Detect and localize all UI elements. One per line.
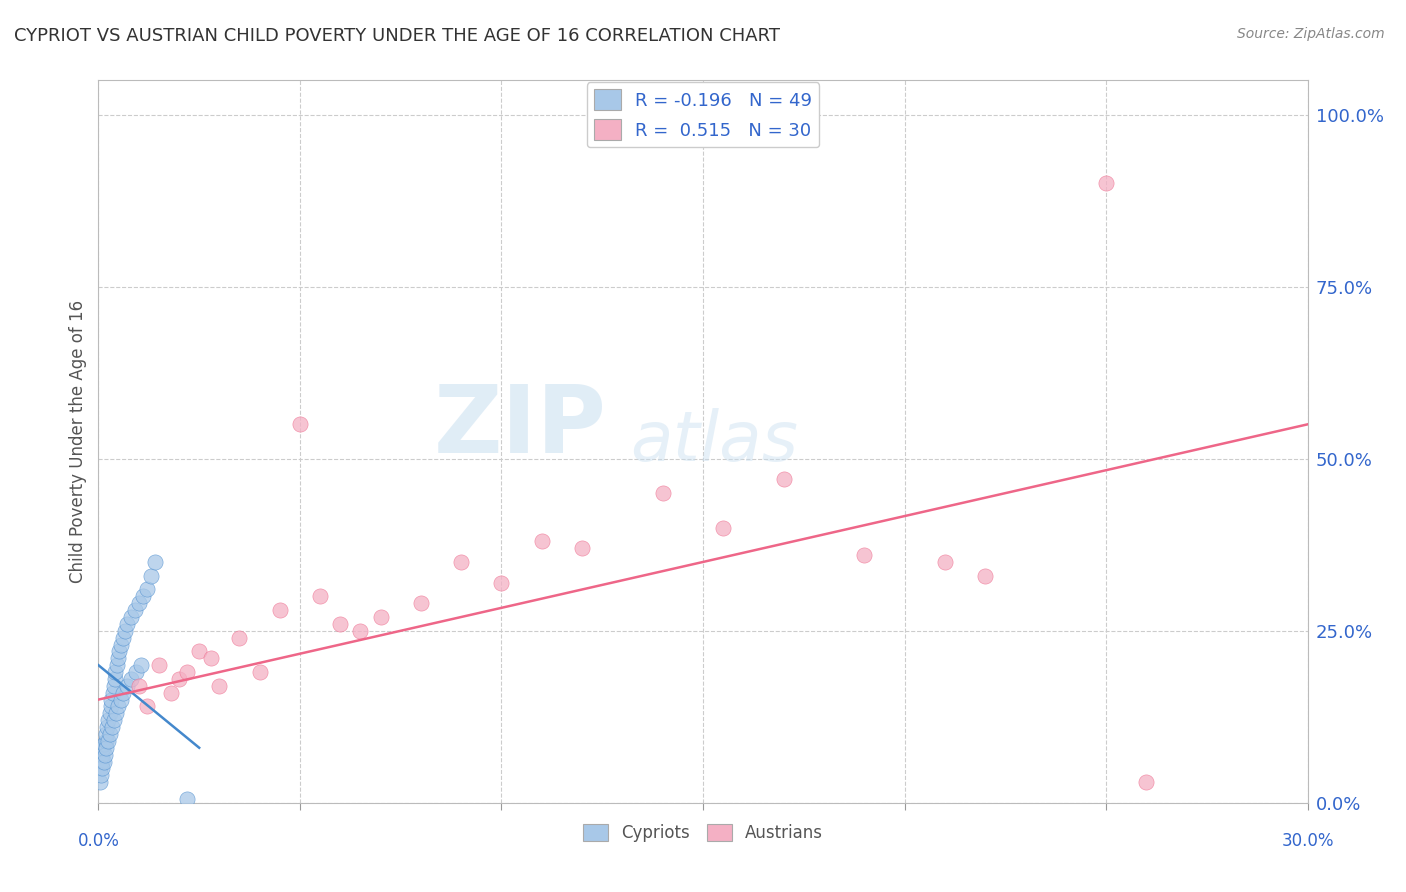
Point [711,520,734,534]
Point [651,486,673,500]
Point [90,768,112,782]
Point [124,665,146,679]
Point [115,616,138,631]
Point [139,568,162,582]
Point [135,699,157,714]
Point [120,672,142,686]
Point [176,792,198,806]
Point [772,472,794,486]
Point [91,747,114,762]
Point [974,568,997,582]
Y-axis label: Child Poverty Under the Age of 16: Child Poverty Under the Age of 16 [69,300,87,583]
Point [124,603,146,617]
Point [115,679,138,693]
Point [93,737,115,751]
Point [128,679,150,693]
Point [96,727,118,741]
Point [143,555,166,569]
Point [349,624,371,638]
Point [114,624,136,638]
Point [96,720,118,734]
Point [93,755,115,769]
Point [167,672,190,686]
Point [103,713,125,727]
Point [491,575,513,590]
Point [135,582,157,597]
Point [107,699,129,714]
Point [111,631,134,645]
Point [1135,775,1157,789]
Point [105,658,128,673]
Point [98,706,121,721]
Point [94,734,117,748]
Point [370,610,392,624]
Point [329,616,352,631]
Point [160,686,183,700]
Point [94,747,117,762]
Point [100,720,122,734]
Point [107,644,129,658]
Point [97,734,120,748]
Point [112,686,135,700]
Point [120,610,142,624]
Point [90,755,112,769]
Point [97,713,120,727]
Point [98,727,121,741]
Point [208,679,231,693]
Point [288,417,311,432]
Point [934,555,956,569]
Text: atlas: atlas [630,408,799,475]
Text: 0.0%: 0.0% [77,831,120,850]
Point [309,590,332,604]
Point [100,699,122,714]
Point [269,603,291,617]
Point [176,665,198,679]
Point [89,775,111,789]
Point [103,672,125,686]
Point [200,651,222,665]
Point [110,692,132,706]
Point [128,596,150,610]
Point [101,686,124,700]
Point [188,644,211,658]
Text: 30.0%: 30.0% [1281,831,1334,850]
Point [110,638,132,652]
Point [91,740,114,755]
Point [249,665,271,679]
Point [853,548,876,562]
Point [107,651,129,665]
Point [91,761,114,775]
Legend: Cypriots, Austrians: Cypriots, Austrians [576,817,830,848]
Point [571,541,593,556]
Point [103,679,125,693]
Point [132,590,155,604]
Text: Source: ZipAtlas.com: Source: ZipAtlas.com [1237,27,1385,41]
Point [100,692,122,706]
Text: CYPRIOT VS AUSTRIAN CHILD POVERTY UNDER THE AGE OF 16 CORRELATION CHART: CYPRIOT VS AUSTRIAN CHILD POVERTY UNDER … [14,27,780,45]
Point [450,555,472,569]
Point [409,596,432,610]
Point [228,631,250,645]
Point [530,534,553,549]
Point [89,761,111,775]
Point [129,658,152,673]
Point [148,658,170,673]
Point [104,706,127,721]
Text: ZIP: ZIP [433,381,606,473]
Point [1095,177,1118,191]
Point [104,665,127,679]
Point [96,740,118,755]
